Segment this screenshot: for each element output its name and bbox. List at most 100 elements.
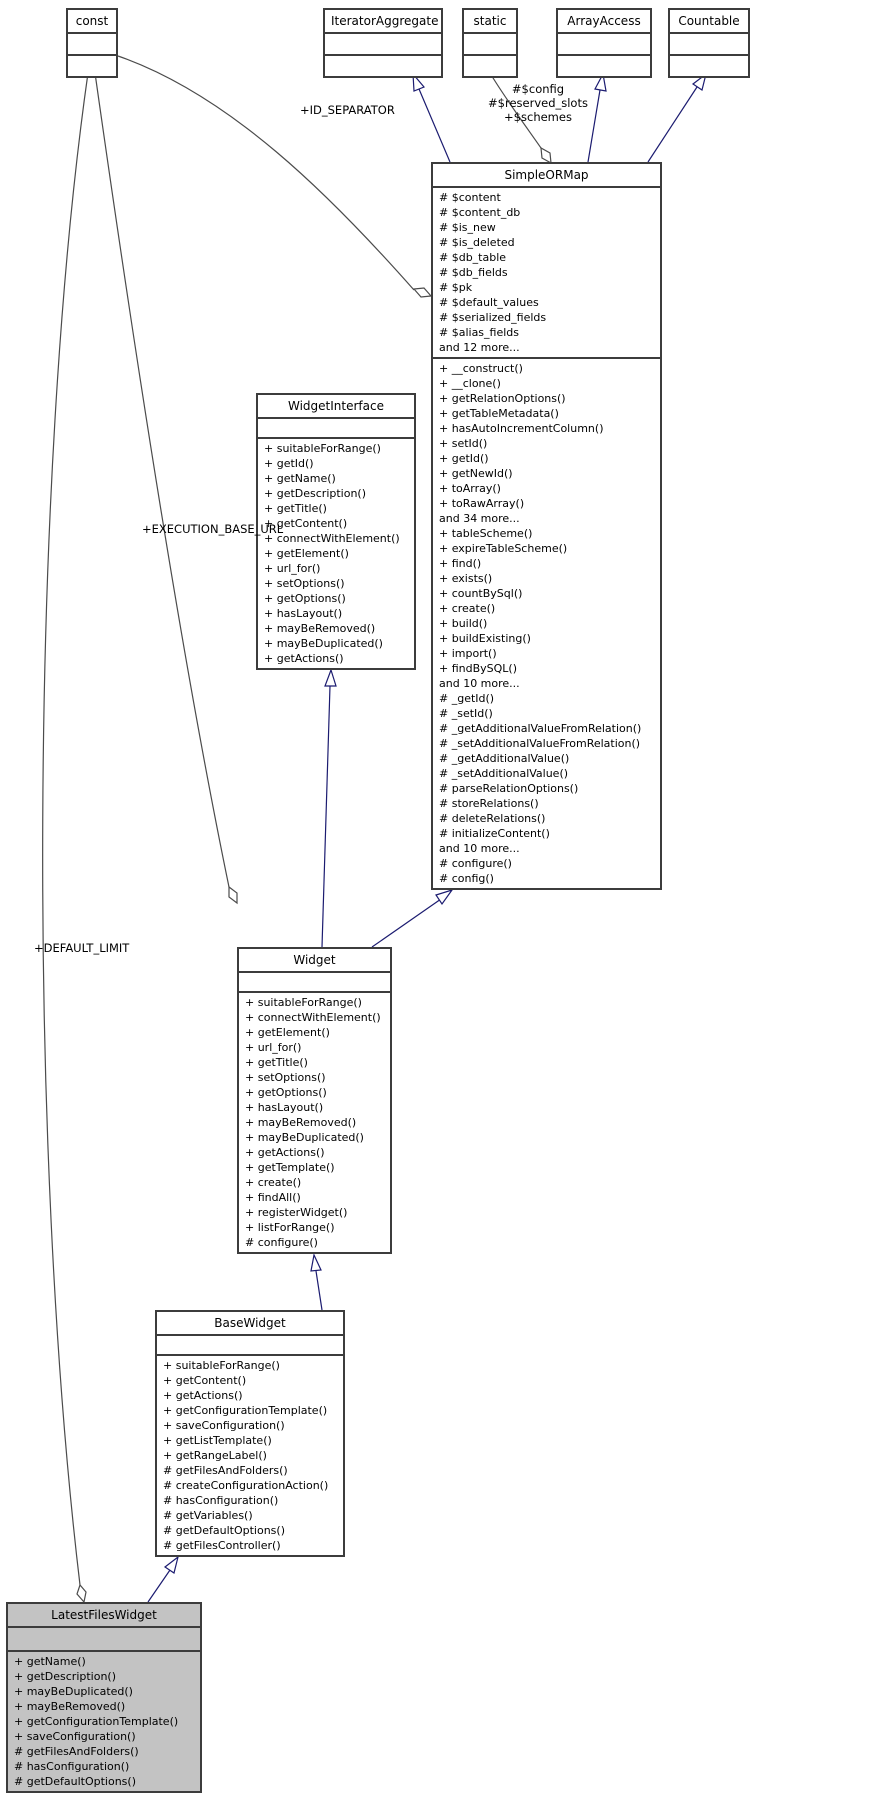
member-line: # $db_table bbox=[439, 251, 507, 264]
member-line: and 10 more... bbox=[439, 842, 520, 855]
member-line: + getRelationOptions() bbox=[439, 392, 566, 405]
member-line: # getDefaultOptions() bbox=[14, 1775, 136, 1788]
edge-simpleormap-countable bbox=[647, 72, 708, 163]
member-line: + saveConfiguration() bbox=[14, 1730, 136, 1743]
member-line: + mayBeRemoved() bbox=[245, 1116, 357, 1129]
class-methods bbox=[670, 56, 748, 76]
class-box-countable[interactable]: Countable bbox=[668, 8, 750, 78]
class-attributes bbox=[68, 34, 116, 56]
class-methods bbox=[464, 56, 516, 76]
member-line: + exists() bbox=[439, 572, 493, 585]
class-box-widget[interactable]: Widget + suitableForRange() + connectWith… bbox=[237, 947, 392, 1254]
member-line: + suitableForRange() bbox=[245, 996, 362, 1009]
member-line: # initializeContent() bbox=[439, 827, 550, 840]
class-attributes bbox=[464, 34, 516, 56]
member-line: # parseRelationOptions() bbox=[439, 782, 579, 795]
class-title: ArrayAccess bbox=[558, 10, 650, 34]
class-methods: + __construct() + __clone() + getRelationO… bbox=[433, 359, 660, 888]
member-line: + getActions() bbox=[264, 652, 344, 665]
member-line: + suitableForRange() bbox=[163, 1359, 280, 1372]
member-line: # hasConfiguration() bbox=[163, 1494, 279, 1507]
member-line: + mayBeDuplicated() bbox=[245, 1131, 364, 1144]
class-box-arrayaccess[interactable]: ArrayAccess bbox=[556, 8, 652, 78]
member-line: + getTitle() bbox=[264, 502, 327, 515]
member-line: + findAll() bbox=[245, 1191, 301, 1204]
edge-widget-widgetinterface bbox=[321, 668, 337, 948]
member-line: + registerWidget() bbox=[245, 1206, 348, 1219]
member-line: + create() bbox=[245, 1176, 302, 1189]
edge-simpleormap-arrayaccess bbox=[587, 72, 607, 163]
member-line: # getFilesAndFolders() bbox=[14, 1745, 139, 1758]
member-line: + getId() bbox=[439, 452, 489, 465]
member-line: # getFilesAndFolders() bbox=[163, 1464, 288, 1477]
class-title: Widget bbox=[239, 949, 390, 973]
member-line: # _getId() bbox=[439, 692, 495, 705]
member-line: # $is_new bbox=[439, 221, 496, 234]
member-line: + saveConfiguration() bbox=[163, 1419, 285, 1432]
member-line: # _setAdditionalValue() bbox=[439, 767, 569, 780]
member-line: + getActions() bbox=[163, 1389, 243, 1402]
member-line: + getElement() bbox=[245, 1026, 330, 1039]
member-line: # hasConfiguration() bbox=[14, 1760, 130, 1773]
member-line: + getDescription() bbox=[264, 487, 367, 500]
class-box-const[interactable]: const bbox=[66, 8, 118, 78]
member-line: # $alias_fields bbox=[439, 326, 520, 339]
member-line: + import() bbox=[439, 647, 497, 660]
class-box-static[interactable]: static bbox=[462, 8, 518, 78]
edge-static-simpleormap bbox=[489, 72, 552, 165]
class-methods: + suitableForRange() + connectWithElement… bbox=[239, 993, 390, 1252]
member-line: + getOptions() bbox=[245, 1086, 327, 1099]
edge-label-id-separator: +ID_SEPARATOR bbox=[300, 103, 395, 117]
member-line: + suitableForRange() bbox=[264, 442, 381, 455]
member-line: + setOptions() bbox=[245, 1071, 326, 1084]
class-attributes bbox=[325, 34, 441, 56]
class-title: SimpleORMap bbox=[433, 164, 660, 188]
member-line: + listForRange() bbox=[245, 1221, 335, 1234]
class-box-simpleormap[interactable]: SimpleORMap # $content # $content_db # $is… bbox=[431, 162, 662, 890]
member-line: + hasAutoIncrementColumn() bbox=[439, 422, 604, 435]
class-title: static bbox=[464, 10, 516, 34]
member-line: # config() bbox=[439, 872, 494, 885]
member-line: # configure() bbox=[245, 1236, 318, 1249]
member-line: + connectWithElement() bbox=[245, 1011, 381, 1024]
member-line: + getTemplate() bbox=[245, 1161, 335, 1174]
member-line: + mayBeDuplicated() bbox=[14, 1685, 133, 1698]
member-line: # getVariables() bbox=[163, 1509, 253, 1522]
member-line: + connectWithElement() bbox=[264, 532, 400, 545]
class-box-basewidget[interactable]: BaseWidget + suitableForRange() + getCont… bbox=[155, 1310, 345, 1557]
member-line: # _getAdditionalValue() bbox=[439, 752, 570, 765]
member-line: # createConfigurationAction() bbox=[163, 1479, 329, 1492]
member-line: + hasLayout() bbox=[245, 1101, 324, 1114]
member-line: # $content_db bbox=[439, 206, 521, 219]
member-line: + find() bbox=[439, 557, 482, 570]
member-line: + getConfigurationTemplate() bbox=[163, 1404, 328, 1417]
class-methods: + suitableForRange() + getContent() + getA… bbox=[157, 1356, 343, 1555]
member-line: # $content bbox=[439, 191, 501, 204]
edge-simpleormap-iteratoraggregate bbox=[412, 72, 451, 163]
member-line: # getDefaultOptions() bbox=[163, 1524, 285, 1537]
member-line: + getNewId() bbox=[439, 467, 513, 480]
class-box-widgetinterface[interactable]: WidgetInterface + suitableForRange() + ge… bbox=[256, 393, 416, 670]
member-line: # _setAdditionalValueFromRelation() bbox=[439, 737, 641, 750]
class-attributes bbox=[239, 973, 390, 993]
edge-const-latestfileswidget bbox=[42, 72, 89, 1604]
member-line: # _setId() bbox=[439, 707, 493, 720]
member-line: and 12 more... bbox=[439, 341, 520, 354]
member-line: + getElement() bbox=[264, 547, 349, 560]
member-line: and 10 more... bbox=[439, 677, 520, 690]
member-line: + getId() bbox=[264, 457, 314, 470]
member-line: + url_for() bbox=[264, 562, 321, 575]
member-line: + create() bbox=[439, 602, 496, 615]
class-attributes bbox=[157, 1336, 343, 1356]
member-line: # $is_deleted bbox=[439, 236, 515, 249]
class-attributes bbox=[8, 1628, 200, 1652]
class-box-latestfileswidget[interactable]: LatestFilesWidget + getName() + getDescri… bbox=[6, 1602, 202, 1793]
member-line: + setId() bbox=[439, 437, 488, 450]
member-line: + hasLayout() bbox=[264, 607, 343, 620]
member-line: + tableScheme() bbox=[439, 527, 533, 540]
class-attributes: # $content # $content_db # $is_new # $is_de… bbox=[433, 188, 660, 359]
class-box-iteratoraggregate[interactable]: IteratorAggregate bbox=[323, 8, 443, 78]
class-title: BaseWidget bbox=[157, 1312, 343, 1336]
member-line: # $serialized_fields bbox=[439, 311, 547, 324]
